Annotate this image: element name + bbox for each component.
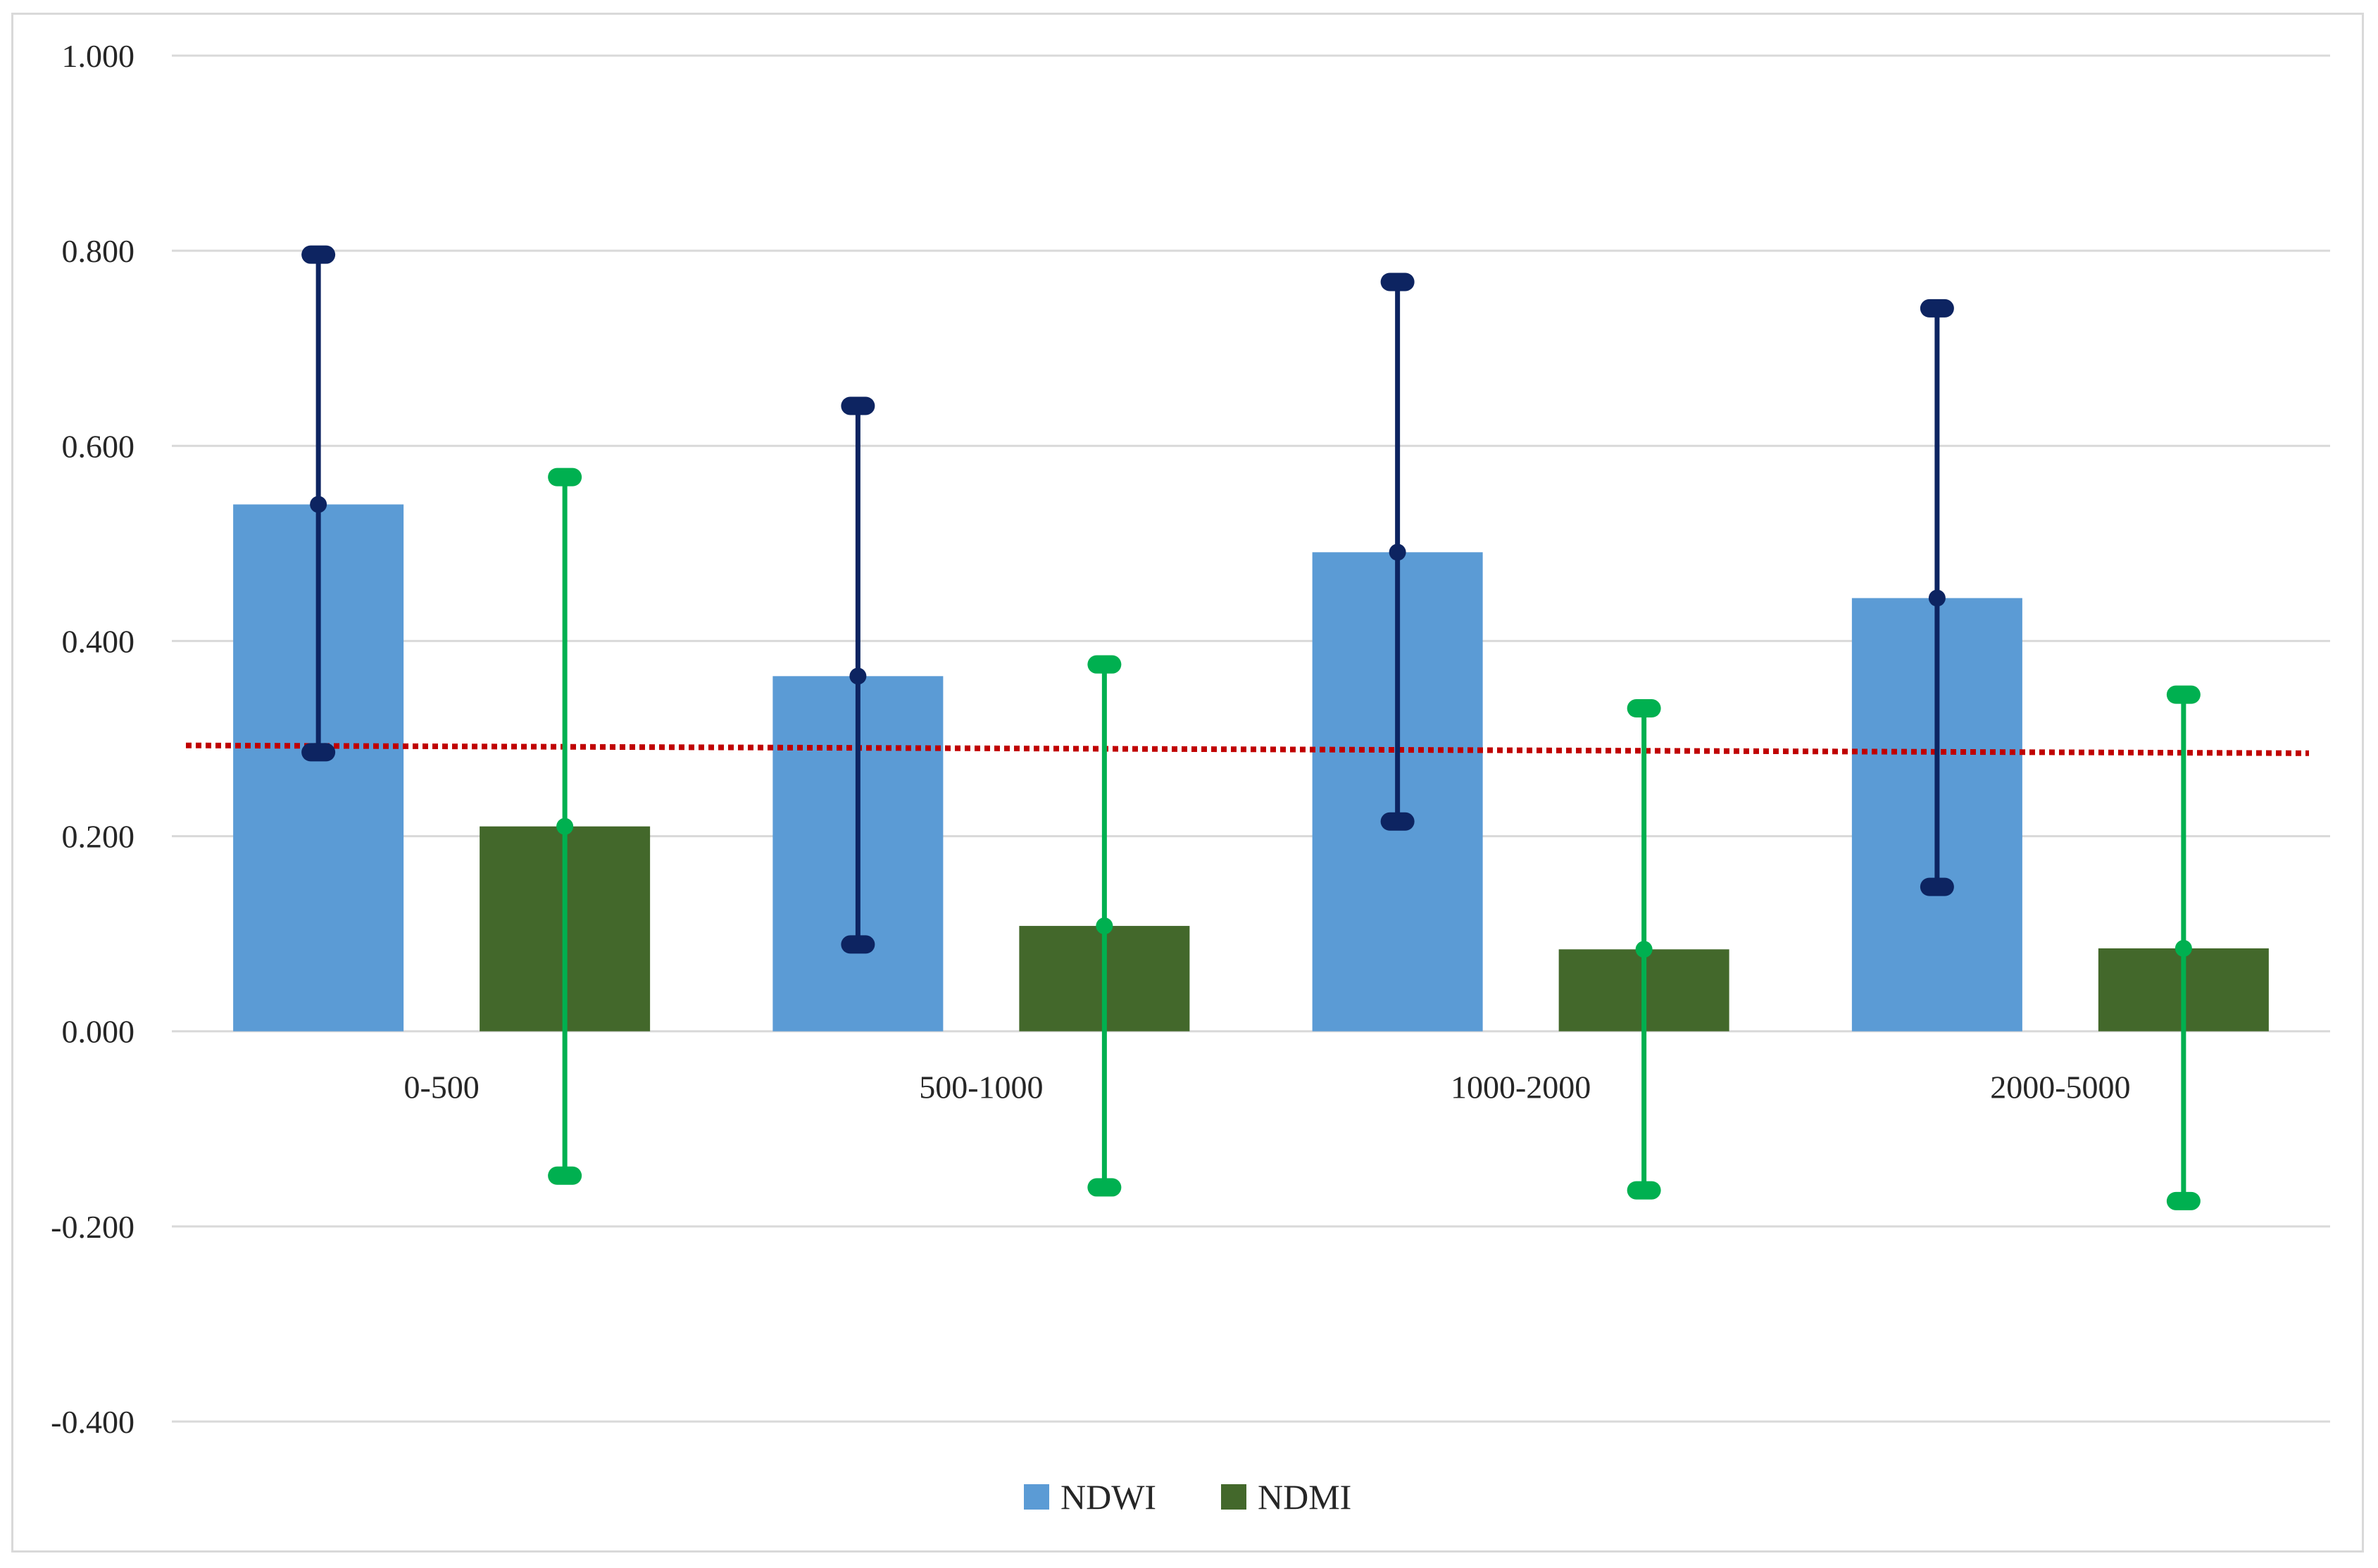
mean-point	[1389, 544, 1406, 561]
y-tick-label: 0.400	[62, 623, 135, 659]
mean-point	[1096, 917, 1113, 935]
x-category-label: 0-500	[403, 1070, 479, 1105]
mean-point	[849, 667, 867, 685]
bar-chart: 1.000 0.800 0.600 0.400 0.200 0.000 -0.200 -0.4…	[51, 38, 2330, 1517]
x-category-label: 2000-5000	[1990, 1070, 2130, 1105]
x-category-label: 1000-2000	[1451, 1070, 1591, 1105]
y-tick-label: -0.200	[51, 1209, 134, 1245]
y-tick-label: 0.600	[62, 428, 135, 464]
legend-swatch-ndwi	[1024, 1484, 1049, 1510]
y-tick-label: -0.400	[51, 1404, 134, 1440]
y-tick-label: 0.200	[62, 819, 135, 855]
mean-point	[2174, 939, 2192, 957]
legend-swatch-ndmi	[1221, 1484, 1246, 1510]
legend-label-ndmi: NDMI	[1258, 1477, 1351, 1517]
x-category-label: 500-1000	[919, 1070, 1043, 1105]
chart-frame: 1.000 0.800 0.600 0.400 0.200 0.000 -0.200 -0.4…	[11, 13, 2364, 1553]
mean-point	[1635, 941, 1653, 958]
legend-label-ndwi: NDWI	[1060, 1477, 1156, 1517]
mean-point	[310, 496, 327, 513]
y-tick-label: 1.000	[62, 38, 135, 74]
threshold-line	[185, 742, 2310, 756]
mean-point	[1928, 589, 1946, 607]
y-tick-label: 0.800	[62, 233, 135, 269]
mean-point	[556, 817, 574, 835]
y-tick-label: 0.000	[62, 1014, 135, 1050]
